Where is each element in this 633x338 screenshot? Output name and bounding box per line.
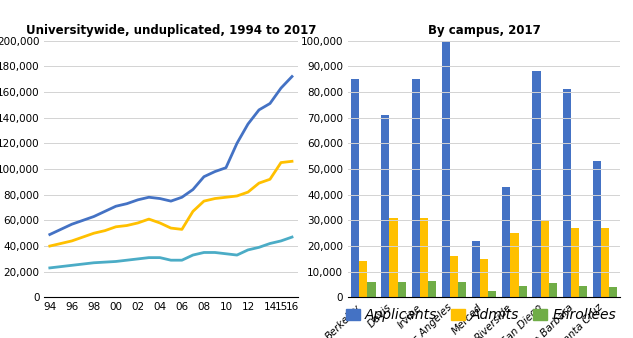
Bar — [398, 282, 406, 297]
Bar — [411, 79, 420, 297]
Bar — [389, 218, 398, 297]
Bar — [518, 286, 527, 297]
Bar — [549, 283, 557, 297]
Bar — [541, 220, 549, 297]
Bar — [359, 262, 367, 297]
Bar — [480, 259, 488, 297]
Bar — [510, 233, 518, 297]
Bar — [579, 286, 587, 297]
Bar — [472, 241, 480, 297]
Bar — [420, 218, 428, 297]
Bar — [502, 187, 510, 297]
Legend: Applicants, Admits, Enrollees: Applicants, Admits, Enrollees — [340, 303, 622, 328]
Bar — [488, 291, 496, 297]
Title: Universitywide, unduplicated, 1994 to 2017: Universitywide, unduplicated, 1994 to 20… — [26, 24, 316, 37]
Bar — [428, 281, 436, 297]
Title: By campus, 2017: By campus, 2017 — [428, 24, 541, 37]
Bar — [610, 287, 617, 297]
Bar — [458, 282, 467, 297]
Bar — [367, 282, 375, 297]
Bar — [532, 71, 541, 297]
Bar — [571, 228, 579, 297]
Bar — [351, 79, 359, 297]
Bar — [601, 228, 610, 297]
Bar — [450, 256, 458, 297]
Bar — [381, 115, 389, 297]
Bar — [563, 89, 571, 297]
Bar — [593, 161, 601, 297]
Bar — [442, 41, 450, 297]
